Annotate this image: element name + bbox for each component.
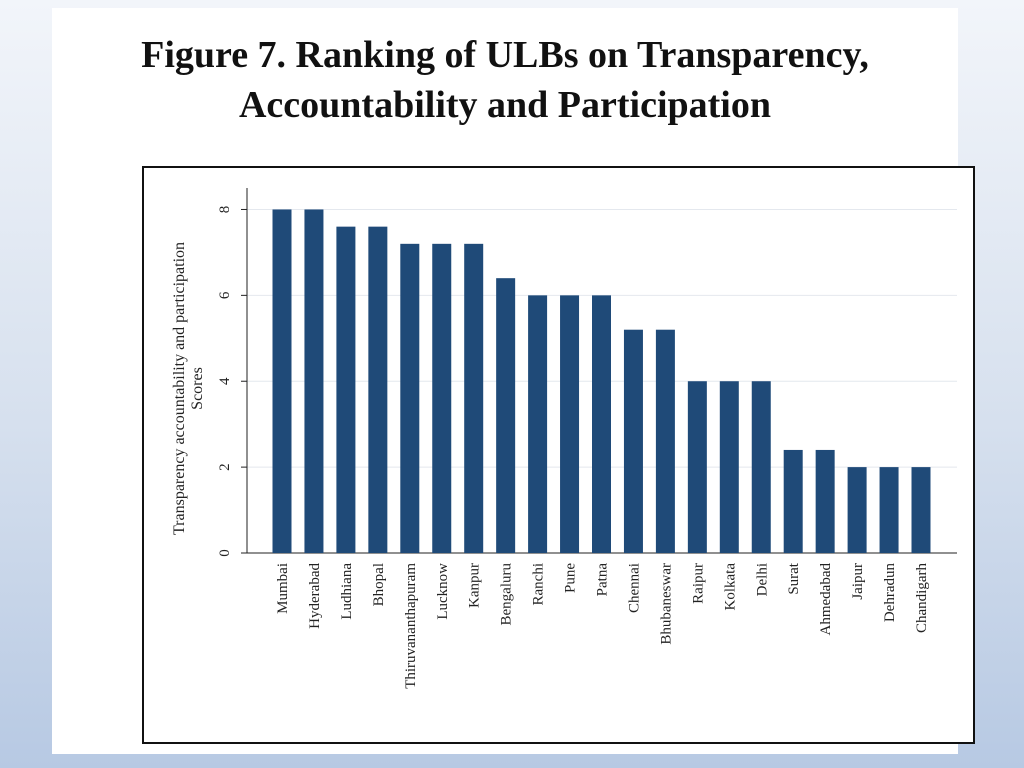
chart-frame: 0 2 4 6 8 Transparency accountability and par… <box>142 166 975 744</box>
bar-chennai <box>623 329 643 553</box>
x-tick-label-bhopal: Bhopal <box>371 563 387 606</box>
x-tick-label-chennai: Chennai <box>626 563 642 613</box>
y-tick-label-4: 8 <box>217 206 233 214</box>
x-tick-label-dehradun: Dehradun <box>882 563 898 623</box>
x-tick-label-bengaluru: Bengaluru <box>499 563 515 626</box>
bar-patna <box>592 295 611 553</box>
bar-raipur <box>687 381 707 553</box>
x-tick-label-chandigarh: Chandigarh <box>914 563 930 633</box>
y-tick-label-3: 6 <box>217 291 233 299</box>
x-tick-label-delhi: Delhi <box>754 563 770 596</box>
bar-surat <box>783 449 803 553</box>
bar-chandigarh <box>911 467 931 553</box>
x-tick-label-lucknow: Lucknow <box>435 563 451 620</box>
bar-bhubaneswar <box>655 329 675 553</box>
bar-ludhiana <box>336 226 356 553</box>
x-tick-label-mumbai: Mumbai <box>275 563 291 614</box>
bar-mumbai <box>272 209 292 553</box>
x-tick-label-thiruvananthapuram: Thiruvananthapuram <box>403 563 419 689</box>
bar-kanpur <box>464 243 484 553</box>
x-tick-label-bhubaneswar: Bhubaneswar <box>658 563 674 645</box>
bar-jaipur <box>847 467 867 553</box>
bar-dehradun <box>879 467 899 553</box>
x-tick-label-ahmedabad: Ahmedabad <box>818 563 834 636</box>
x-tick-label-raipur: Raipur <box>690 563 706 604</box>
bar-bhopal <box>368 226 388 553</box>
bar-delhi <box>751 381 771 553</box>
figure-title: Figure 7. Ranking of ULBs on Transparenc… <box>52 30 958 130</box>
y-axis-title-line-2: Scores <box>189 367 206 410</box>
bar-kolkata <box>719 381 739 553</box>
bar-bengaluru <box>496 278 516 553</box>
x-tick-label-ludhiana: Ludhiana <box>339 563 355 620</box>
figure-title-line-1: Figure 7. Ranking of ULBs on Transparenc… <box>141 34 869 76</box>
slide: Figure 7. Ranking of ULBs on Transparenc… <box>52 8 975 754</box>
y-tick-label-1: 2 <box>217 463 233 471</box>
x-tick-label-hyderabad: Hyderabad <box>307 563 323 629</box>
x-tick-label-surat: Surat <box>786 562 802 594</box>
y-axis-title-line-1: Transparency accountability and particip… <box>171 242 188 535</box>
bar-chart: 0 2 4 6 8 Transparency accountability and par… <box>171 188 957 689</box>
bar-thiruvananthapuram <box>400 243 420 553</box>
x-tick-label-kanpur: Kanpur <box>467 563 483 608</box>
x-tick-label-ranchi: Ranchi <box>531 563 547 606</box>
bar-lucknow <box>432 243 452 553</box>
x-tick-label-patna: Patna <box>595 563 611 597</box>
figure-title-line-2: Accountability and Participation <box>238 84 772 126</box>
y-tick-label-2: 4 <box>217 377 233 385</box>
x-tick-label-pune: Pune <box>563 563 579 593</box>
y-tick-label-0: 0 <box>217 549 233 557</box>
bar-hyderabad <box>304 209 324 553</box>
bar-ranchi <box>528 295 548 553</box>
x-tick-label-kolkata: Kolkata <box>722 563 738 611</box>
bar-ahmedabad <box>815 449 835 553</box>
x-tick-label-jaipur: Jaipur <box>850 563 866 600</box>
bar-pune <box>560 295 580 553</box>
